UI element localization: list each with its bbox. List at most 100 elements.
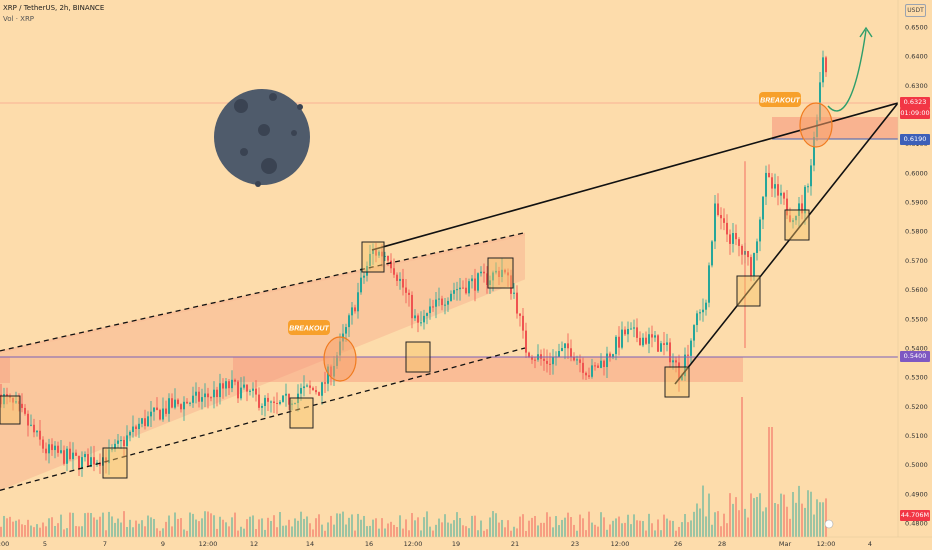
candle-body: [201, 397, 203, 402]
volume-bar: [525, 530, 527, 537]
volume-bar: [567, 512, 569, 537]
candle-body: [789, 215, 791, 222]
volume-bar: [255, 528, 257, 537]
candle-body: [366, 265, 368, 276]
volume-bar: [795, 502, 797, 537]
volume-bar: [78, 526, 80, 537]
volume-bar: [633, 514, 635, 537]
candle-body: [81, 457, 83, 469]
volume-bar: [339, 513, 341, 537]
volume-bar: [108, 511, 110, 537]
candle-body: [177, 399, 179, 405]
volume-bar: [447, 522, 449, 537]
volume-bar: [546, 512, 548, 537]
volume-bar: [258, 519, 260, 537]
volume-bar: [765, 507, 767, 537]
candle-body: [159, 409, 161, 420]
timer-icon: [824, 519, 834, 529]
volume-bar: [315, 518, 317, 537]
candle-body: [804, 186, 806, 214]
candle-body: [810, 165, 812, 187]
candle-body: [627, 328, 629, 335]
volume-bar: [195, 519, 197, 537]
candle-body: [231, 379, 233, 389]
candle-body: [738, 239, 740, 246]
volume-bar: [498, 522, 500, 537]
candle-body: [717, 203, 719, 216]
candle-body: [729, 234, 731, 244]
highlight-box: [0, 395, 21, 425]
volume-bar: [543, 522, 545, 537]
candle-body: [429, 306, 431, 314]
volume-bar: [102, 512, 104, 537]
volume-bar: [84, 513, 86, 537]
volume-bar: [225, 522, 227, 537]
volume-bar: [774, 503, 776, 537]
candle-body: [426, 313, 428, 316]
candle-body: [783, 192, 785, 199]
volume-bar: [453, 520, 455, 537]
candle-body: [162, 408, 164, 420]
candle-body: [213, 389, 215, 398]
candle-body: [453, 290, 455, 294]
candle-body: [423, 315, 425, 323]
volume-bar: [318, 514, 320, 537]
volume-bar: [141, 520, 143, 537]
price-tick-label: 0.5900: [905, 199, 928, 207]
candle-body: [0, 394, 2, 405]
volume-bar: [60, 514, 62, 537]
candle-body: [579, 359, 581, 363]
currency-button[interactable]: USDT: [905, 4, 926, 17]
candle-body: [576, 359, 578, 361]
candle-body: [630, 328, 632, 330]
volume-bar: [201, 518, 203, 537]
volume-bar: [282, 525, 284, 537]
candle-body: [354, 307, 356, 312]
candle-body: [405, 287, 407, 293]
candle-body: [645, 337, 647, 344]
candle-body: [57, 445, 59, 453]
volume-bar: [354, 530, 356, 537]
candle-body: [90, 457, 92, 467]
price-tick-label: 0.4800: [905, 520, 928, 528]
volume-bar: [372, 519, 374, 537]
volume-bar: [759, 493, 761, 537]
volume-bar: [798, 485, 800, 537]
volume-bar: [648, 513, 650, 537]
candle-body: [27, 413, 29, 426]
channel-zone: [0, 232, 525, 491]
volume-bar: [519, 516, 521, 537]
candle-body: [477, 273, 479, 291]
volume-bar: [15, 520, 17, 537]
candle-body: [372, 249, 374, 254]
volume-bar: [249, 516, 251, 537]
candle-body: [624, 329, 626, 335]
candle-body: [705, 302, 707, 310]
volume-bar: [522, 514, 524, 537]
volume-bar: [417, 517, 419, 537]
time-tick-label: 28: [718, 540, 726, 548]
volume-bar: [459, 518, 461, 537]
highlight-box: [736, 275, 761, 307]
volume-bar: [399, 515, 401, 537]
candle-body: [294, 402, 296, 404]
volume-bar: [360, 519, 362, 537]
candle-body: [777, 184, 779, 196]
volume-bar: [393, 524, 395, 537]
candle-body: [669, 342, 671, 363]
candle-body: [504, 269, 506, 273]
candle-body: [468, 281, 470, 294]
time-tick-label: 9: [161, 540, 165, 548]
candle-body: [495, 270, 497, 273]
volume-bar: [762, 511, 764, 537]
volume-bar: [504, 527, 506, 537]
candle-body: [78, 455, 80, 469]
volume-bar: [624, 522, 626, 537]
candle-body: [327, 366, 329, 384]
candle-body: [144, 418, 146, 427]
candle-body: [141, 418, 143, 424]
price-tick-label: 0.5100: [905, 432, 928, 440]
volume-bar: [786, 506, 788, 537]
volume-bar: [189, 512, 191, 537]
